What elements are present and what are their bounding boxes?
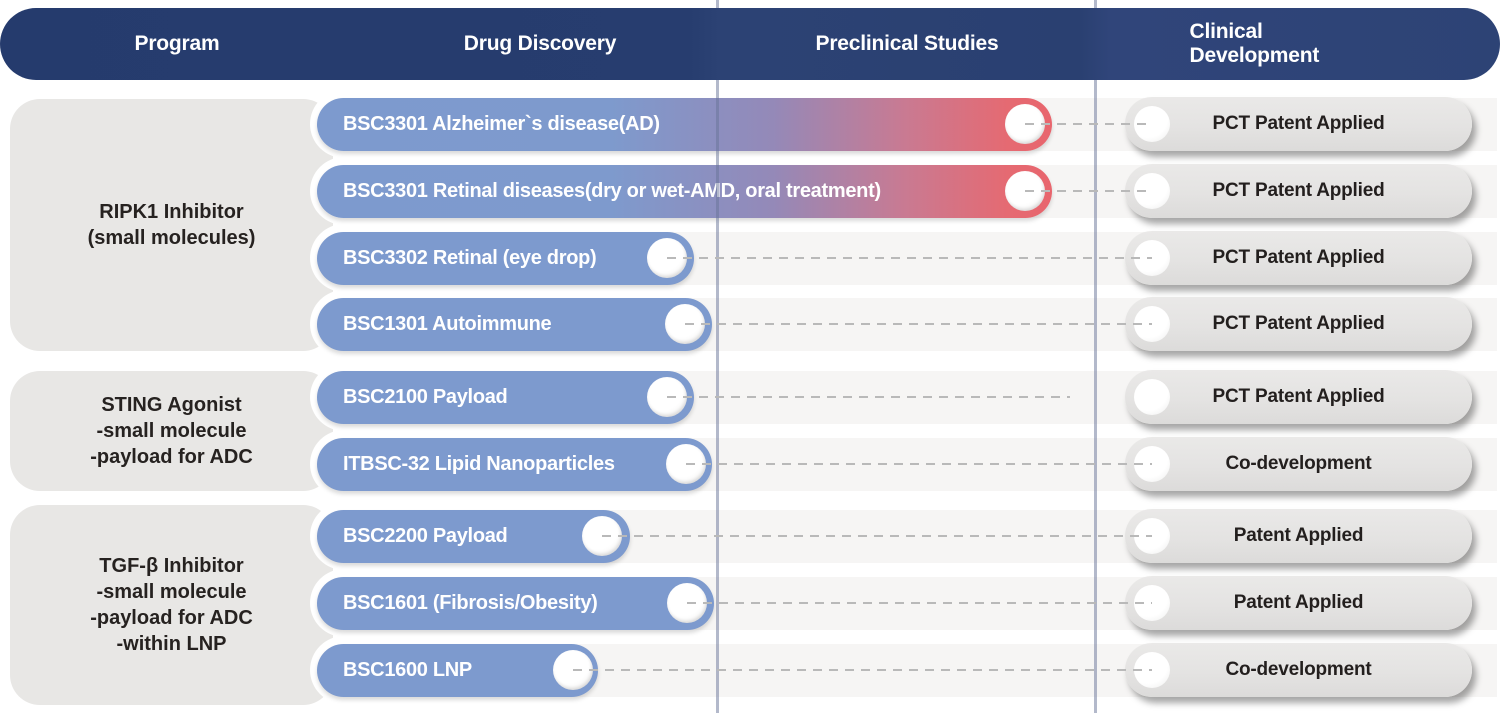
program-group-0: RIPK1 Inhibitor (small molecules) [10,99,333,351]
pipeline-bar: ITBSC-32 Lipid Nanoparticles [317,438,712,491]
status-badge-label: PCT Patent Applied [1212,313,1385,334]
pipeline-bar-label: BSC3302 Retinal (eye drop) [343,247,597,269]
header-column-0: Program [134,32,220,55]
program-group-label-line: RIPK1 Inhibitor [99,201,244,223]
status-badge-label: Co-development [1225,453,1372,474]
connector-dashed-line [687,602,1152,604]
connector-dashed-line [667,396,1070,398]
pipeline-bar: BSC3302 Retinal (eye drop) [317,232,694,285]
pipeline-bar-label: BSC2100 Payload [343,386,508,408]
program-group-label-line: (small molecules) [87,227,256,249]
program-group-label-line: TGF-β Inhibitor [99,555,244,577]
program-group-label-line: -payload for ADC [90,446,253,468]
pipeline-bar-label: BSC2200 Payload [343,525,508,547]
pipeline-bar: BSC3301 Retinal diseases(dry or wet-AMD,… [317,165,1052,218]
status-badge: Patent Applied [1125,509,1472,563]
pipeline-bar-label: ITBSC-32 Lipid Nanoparticles [343,453,615,475]
status-badge-label: PCT Patent Applied [1212,247,1385,268]
program-group-label-line: -small molecule [96,420,247,442]
pipeline-bar-label: BSC3301 Alzheimer`s disease(AD) [343,113,660,135]
status-badge: Co-development [1125,643,1472,697]
status-badge: Patent Applied [1125,576,1472,630]
program-group-label-line: STING Agonist [101,394,242,416]
status-badge-label: PCT Patent Applied [1212,386,1385,407]
connector-dashed-line [602,535,1152,537]
program-group-label-line: -payload for ADC [90,607,253,629]
status-badge-label: PCT Patent Applied [1212,113,1385,134]
connector-dashed-line [667,257,1152,259]
header-column-2: Preclinical Studies [815,32,999,55]
status-badge: PCT Patent Applied [1125,164,1472,218]
pipeline-bar: BSC2200 Payload [317,510,630,563]
pipeline-bar: BSC3301 Alzheimer`s disease(AD) [317,98,1052,151]
connector-dashed-line [685,323,1152,325]
pipeline-bar: BSC2100 Payload [317,371,694,424]
program-group-label-line: -small molecule [96,581,247,603]
pipeline-bar-label: BSC1600 LNP [343,659,472,681]
program-group-2: TGF-β Inhibitor -small molecule -payload f… [10,505,333,705]
connector-dashed-line [686,463,1152,465]
stage-divider-line-0 [716,0,719,713]
connector-dashed-line [1025,123,1152,125]
status-badge: PCT Patent Applied [1125,370,1472,424]
status-badge: PCT Patent Applied [1125,97,1472,151]
stage-divider-line-1 [1094,0,1097,713]
pipeline-bar: BSC1601 (Fibrosis/Obesity) [317,577,714,630]
status-badge-label: Patent Applied [1233,525,1364,546]
pipeline-bar-label: BSC3301 Retinal diseases(dry or wet-AMD,… [343,180,881,202]
status-badge: Co-development [1125,437,1472,491]
pipeline-bar: BSC1600 LNP [317,644,598,697]
connector-dashed-line [1025,190,1152,192]
status-badge-label: Patent Applied [1233,592,1364,613]
header-column-1: Drug Discovery [463,32,617,55]
program-group-1: STING Agonist -small molecule -payload for… [10,371,333,491]
stage-header-bar: Program Drug Discovery Preclinical Studies… [0,8,1500,80]
badge-dot-icon [1134,379,1170,415]
pipeline-bar-label: BSC1301 Autoimmune [343,313,552,335]
program-group-label-line: -within LNP [116,633,227,655]
status-badge: PCT Patent Applied [1125,231,1472,285]
status-badge-label: Co-development [1225,659,1372,680]
pipeline-bar: BSC1301 Autoimmune [317,298,712,351]
pipeline-bar-label: BSC1601 (Fibrosis/Obesity) [343,592,598,614]
status-badge-label: PCT Patent Applied [1212,180,1385,201]
connector-dashed-line [573,669,1152,671]
header-column-3: Clinical Development [1189,20,1320,67]
status-badge: PCT Patent Applied [1125,297,1472,351]
